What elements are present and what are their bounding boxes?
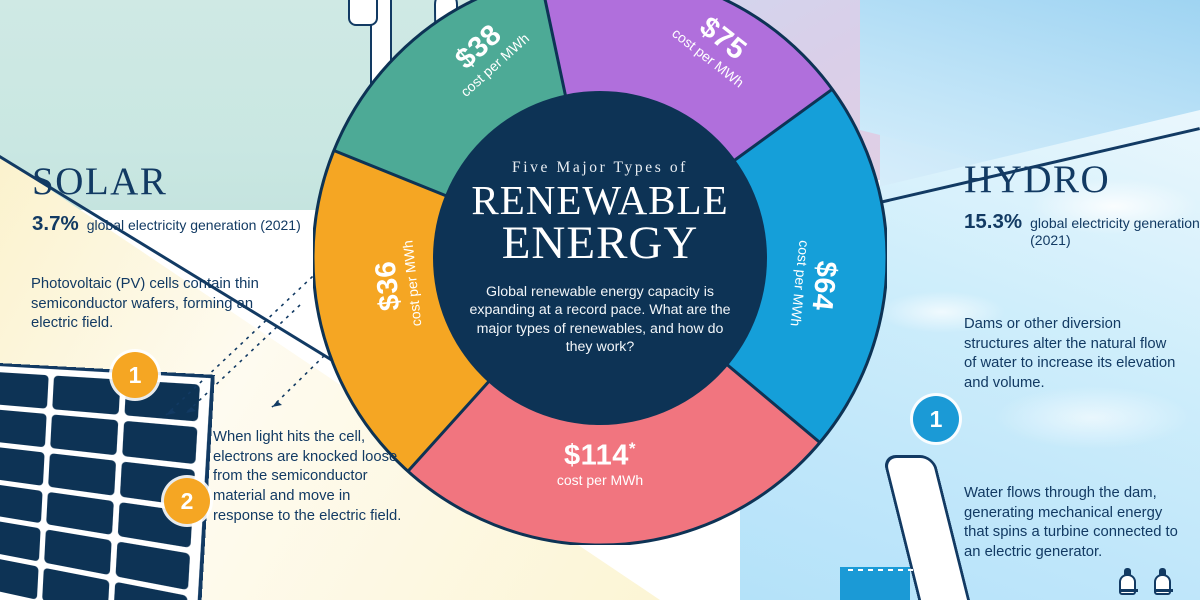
solar-title: SOLAR	[32, 160, 168, 203]
generator-body	[1119, 574, 1138, 595]
hydro-step-1-text: Dams or other diversion structures alter…	[964, 316, 1176, 392]
cost-value: $114	[563, 439, 629, 472]
solar-section: SOLAR 3.7% global electricity generation…	[32, 162, 332, 236]
hydro-title: HYDRO	[964, 158, 1111, 201]
cost-footnote-marker: *	[628, 439, 637, 458]
generator-body	[1154, 574, 1173, 595]
solar-stat-value: 3.7%	[32, 212, 79, 235]
hydro-step-2-text: Water flows through the dam, generating …	[964, 485, 1178, 561]
hub-title-line2: ENERGY	[501, 217, 699, 270]
generator-band	[1121, 589, 1138, 592]
solar-step-1-badge: 1	[112, 352, 158, 398]
generator-cap	[1159, 568, 1166, 575]
solar-step-2-badge: 2	[164, 478, 210, 524]
hub-body-text: Global renewable energy capacity is expa…	[469, 283, 731, 356]
renewable-energy-donut-chart: $38 cost per MWh $75 cost per MWh $64 co…	[313, 0, 887, 545]
solar-step-2-number: 2	[180, 487, 194, 514]
cost-amount: $114*	[525, 439, 675, 473]
hydro-stat-value: 15.3%	[964, 210, 1023, 233]
hydro-section: HYDRO 15.3% global electricity generatio…	[964, 160, 1200, 248]
generator-icon	[1154, 568, 1173, 595]
solar-panel-cell	[52, 375, 121, 415]
solar-stat: 3.7% global electricity generation (2021…	[32, 212, 332, 236]
solar-stat-desc: global electricity generation (2021)	[86, 217, 301, 233]
solar-panel-cell	[115, 541, 191, 591]
hydro-step-1-number: 1	[929, 405, 943, 432]
solar-panel-cell	[46, 491, 114, 536]
solar-panel-cell	[44, 529, 112, 576]
sunlight-arrows	[165, 259, 331, 416]
hub-eyebrow: Five Major Types of	[512, 159, 688, 177]
dam-water	[840, 567, 910, 600]
generator-icon	[1119, 568, 1138, 595]
generator-cap	[1124, 568, 1131, 575]
turbine-nacelle	[348, 0, 378, 26]
solar-step-2-text: When light hits the cell, electrons are …	[213, 429, 402, 524]
solar-step-1-text: Photovoltaic (PV) cells contain thin sem…	[31, 276, 259, 332]
solar-panel-cell	[0, 555, 39, 600]
solar-panel-cell	[0, 408, 47, 447]
solar-panel-cell	[0, 445, 45, 486]
dam-icon	[840, 455, 1030, 600]
hydro-step-1-badge: 1	[913, 396, 959, 442]
cost-label-biomass: $114* cost per MWh	[525, 439, 675, 488]
cost-unit: cost per MWh	[556, 471, 644, 488]
chart-center-hub: Five Major Types of RENEWABLE ENERGY Glo…	[433, 91, 767, 425]
solar-panel-cell	[50, 414, 119, 455]
hub-title-line1: RENEWABLE	[471, 177, 729, 224]
solar-panel-cell	[0, 371, 49, 409]
dam-flow-dots	[848, 569, 926, 571]
hydro-stat-desc: global electricity generation (2021)	[1030, 215, 1200, 248]
solar-step-1-number: 1	[128, 361, 142, 388]
hydro-stat: 15.3% global electricity generation (202…	[964, 210, 1200, 248]
solar-panel-cell	[0, 482, 43, 524]
generator-band	[1156, 589, 1173, 592]
solar-panel-cell	[0, 518, 41, 562]
solar-panel-cell	[48, 452, 117, 496]
